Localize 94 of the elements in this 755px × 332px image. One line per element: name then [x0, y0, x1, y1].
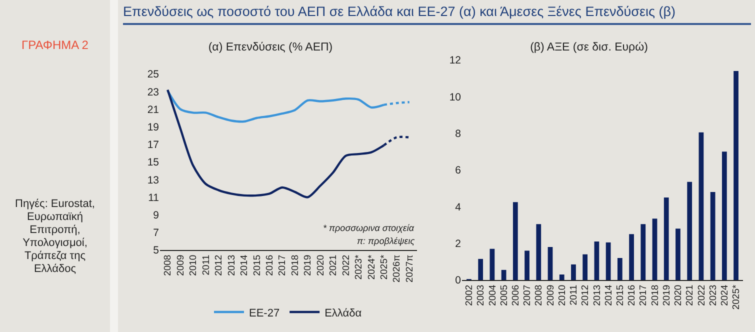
- bar: [722, 152, 727, 280]
- x-tick-label: 2021: [684, 284, 696, 306]
- annotation: * προσσωρινα στοιχεία: [323, 223, 415, 233]
- x-tick-label: 2024*: [366, 254, 378, 280]
- y-tick-label: 0: [455, 274, 462, 287]
- x-tick-label: 2019: [661, 284, 672, 306]
- x-tick-label: 2006: [510, 284, 522, 306]
- bar: [629, 234, 634, 280]
- bar: [490, 248, 495, 280]
- y-tick-label: 13: [147, 174, 160, 186]
- bar: [734, 71, 738, 280]
- y-tick-label: 9: [153, 209, 160, 222]
- x-tick-label: 2008: [534, 284, 545, 306]
- x-tick-label: 2011: [568, 284, 580, 306]
- legend-label: Ελλάδα: [324, 307, 362, 320]
- x-tick-label: 2025*: [731, 284, 742, 310]
- x-tick-label: 2022: [696, 284, 708, 306]
- bar: [478, 258, 484, 280]
- x-tick-label: 2013: [226, 254, 238, 276]
- bar: [559, 274, 564, 280]
- y-tick-label: 15: [147, 156, 160, 169]
- x-tick-label: 2027π: [404, 254, 416, 283]
- x-tick-label: 2018: [650, 284, 661, 306]
- x-tick-label: 2023: [708, 284, 719, 306]
- x-tick-label: 2019: [302, 254, 314, 276]
- x-tick-label: 2018: [290, 254, 301, 276]
- bar: [617, 258, 622, 280]
- chart-title: (β) ΑΞΕ (σε δισ. Ευρώ): [530, 41, 648, 54]
- bar: [710, 192, 716, 280]
- bar: [524, 250, 530, 280]
- y-tick-label: 6: [455, 164, 462, 177]
- annotation: π: προβλέψεις: [357, 236, 416, 246]
- y-tick-label: 5: [153, 244, 160, 257]
- x-tick-label: 2012: [580, 284, 592, 306]
- bar: [501, 270, 506, 280]
- bar: [652, 218, 658, 280]
- y-tick-label: 8: [455, 128, 462, 140]
- bar: [548, 247, 553, 280]
- x-tick-label: 2016: [264, 254, 276, 276]
- bar: [640, 224, 646, 280]
- y-tick-label: 7: [153, 227, 160, 240]
- bar: [594, 242, 600, 280]
- x-tick-label: 2005: [498, 284, 510, 306]
- x-tick-label: 2017: [638, 284, 650, 306]
- bar: [582, 254, 588, 280]
- text: Επενδύσεις ως ποσοστό του ΑΕΠ σε Ελλάδα και ΕΕ-27 (α) και Άμεσες Ξένες Επενδύσεις (β): [123, 4, 751, 25]
- x-tick-label: 2015: [615, 284, 626, 306]
- bar: [571, 264, 576, 280]
- x-tick-label: 2026π: [392, 254, 403, 283]
- x-tick-label: 2020: [315, 254, 326, 276]
- x-tick-label: 2016: [626, 284, 638, 306]
- x-tick-label: 2013: [592, 284, 603, 306]
- bar: [536, 224, 542, 280]
- x-tick-label: 2002: [464, 284, 476, 306]
- x-tick-label: 2003: [476, 284, 487, 306]
- chart-title: (α) Επενδύσεις (% ΑΕΠ): [208, 41, 333, 54]
- x-tick-label: 2011: [200, 254, 212, 276]
- x-tick-label: 2014: [239, 254, 250, 276]
- x-tick-label: 2009: [545, 284, 556, 306]
- x-tick-label: 2009: [175, 254, 186, 276]
- y-tick-label: 19: [147, 121, 160, 134]
- x-tick-label: 2008: [162, 254, 174, 276]
- x-tick-label: 2023*: [354, 254, 365, 280]
- text: Πηγές: Eurostat, Ευρωπαϊκή Επιτροπή, Υπολογισμοί, Τράπεζα της Ελλάδος: [14, 198, 96, 276]
- x-tick-label: 2010: [188, 254, 200, 276]
- y-tick-label: 11: [148, 192, 160, 204]
- x-tick-label: 2014: [603, 284, 614, 306]
- x-tick-label: 2007: [522, 284, 534, 306]
- x-tick-label: 2004: [487, 284, 498, 306]
- bar: [698, 132, 704, 280]
- text: ΓΡΑΦΗΜΑ 2: [20, 38, 90, 52]
- y-tick-label: 23: [147, 86, 160, 98]
- x-tick-label: 2017: [277, 254, 288, 276]
- bar: [676, 228, 680, 280]
- x-tick-label: 2010: [556, 284, 568, 306]
- x-tick-label: 2015: [252, 254, 263, 276]
- legend-label: ΕΕ-27: [249, 307, 280, 320]
- bar: [606, 242, 611, 280]
- y-tick-label: 2: [455, 238, 462, 250]
- y-tick-label: 10: [449, 91, 462, 104]
- x-tick-label: 2012: [214, 254, 225, 276]
- y-tick-label: 12: [449, 54, 462, 67]
- y-tick-label: 17: [147, 139, 160, 152]
- bar: [664, 198, 669, 280]
- x-tick-label: 2020: [673, 284, 684, 306]
- y-tick-label: 25: [147, 68, 160, 81]
- bar: [512, 202, 518, 280]
- y-tick-label: 4: [455, 201, 462, 214]
- x-tick-label: 2022: [340, 254, 352, 276]
- x-tick-label: 2024: [720, 284, 731, 306]
- bar: [687, 182, 692, 280]
- x-tick-label: 2025*: [379, 254, 390, 280]
- x-tick-label: 2021: [328, 254, 340, 276]
- y-tick-label: 21: [147, 104, 160, 116]
